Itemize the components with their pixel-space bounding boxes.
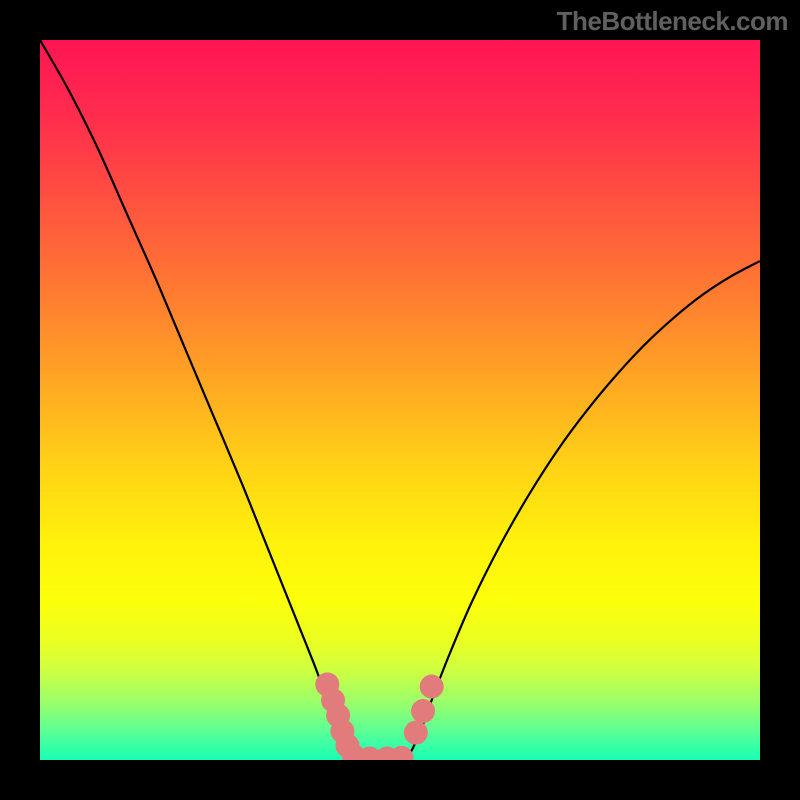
marker-right-2 bbox=[420, 675, 444, 699]
chart-svg bbox=[40, 40, 760, 760]
outer-frame: TheBottleneck.com bbox=[0, 0, 800, 800]
watermark-text: TheBottleneck.com bbox=[557, 6, 788, 37]
marker-right-0 bbox=[404, 721, 428, 745]
marker-right-1 bbox=[411, 699, 435, 723]
plot-area bbox=[40, 40, 760, 760]
gradient-background bbox=[40, 40, 760, 760]
